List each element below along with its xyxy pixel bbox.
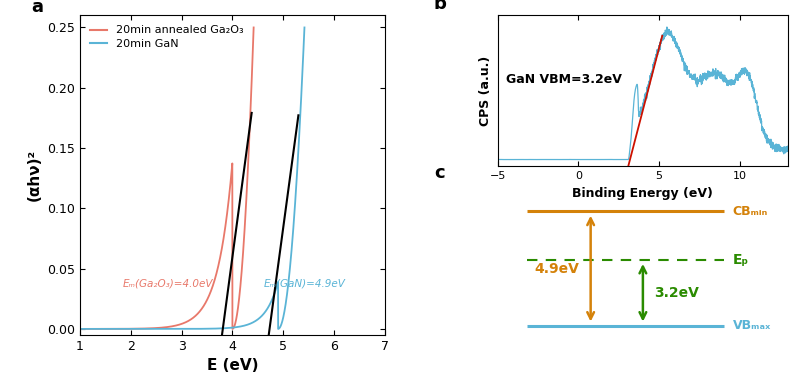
Text: VBₘₐₓ: VBₘₐₓ [733,320,771,332]
Text: 3.2eV: 3.2eV [654,286,699,300]
X-axis label: Binding Energy (eV): Binding Energy (eV) [573,187,714,199]
X-axis label: E (eV): E (eV) [206,358,258,373]
Text: c: c [434,164,445,182]
Text: CBₘᵢₙ: CBₘᵢₙ [733,205,768,218]
Text: 4.9eV: 4.9eV [534,262,579,276]
Y-axis label: (αhν)²: (αhν)² [26,149,42,201]
Text: GaN VBM=3.2eV: GaN VBM=3.2eV [506,73,622,86]
Text: Eₘ(GaN)=4.9eV: Eₘ(GaN)=4.9eV [264,279,346,289]
Legend: 20min annealed Ga₂O₃, 20min GaN: 20min annealed Ga₂O₃, 20min GaN [86,21,248,53]
Text: Eₘ(Ga₂O₃)=4.0eV: Eₘ(Ga₂O₃)=4.0eV [123,279,214,289]
Y-axis label: CPS (a.u.): CPS (a.u.) [479,56,492,126]
Text: a: a [31,0,43,16]
Text: b: b [434,0,447,13]
Text: Eₚ: Eₚ [733,253,749,266]
